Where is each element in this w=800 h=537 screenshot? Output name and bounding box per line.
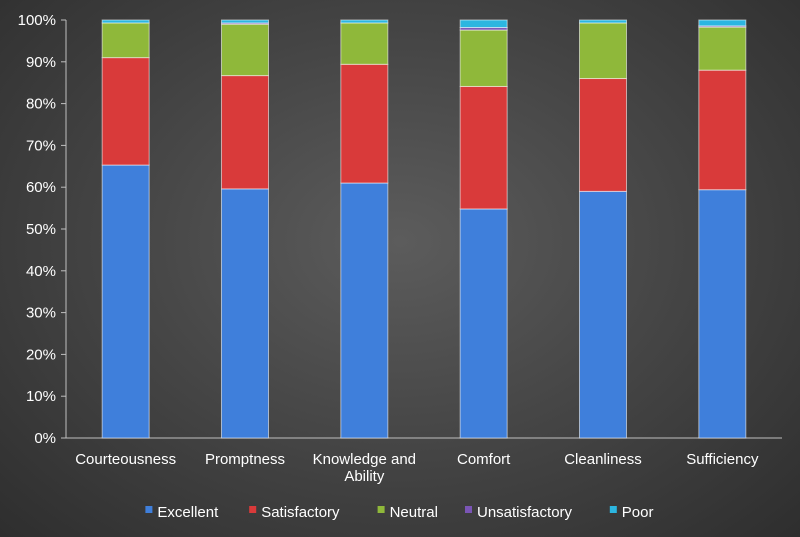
y-tick-label: 80% (26, 96, 56, 113)
x-category-label: Promptness (205, 451, 285, 468)
bar-segment-neutral (698, 26, 747, 71)
y-tick-label: 50% (26, 221, 56, 238)
bar-segment-satisfactory (579, 78, 627, 192)
legend-label-neutral: Neutral (390, 504, 438, 521)
bar-segment-satisfactory (459, 85, 508, 210)
y-tick-label: 90% (26, 54, 56, 71)
x-category-label: Cleanliness (564, 451, 642, 468)
legend-swatch-poor (609, 506, 617, 513)
legend-swatch-excellent (145, 506, 153, 513)
y-tick-label: 20% (26, 346, 56, 363)
x-category-label: Sufficiency (686, 451, 759, 468)
bar-segment-satisfactory (698, 69, 747, 191)
y-tick-label: 10% (26, 388, 56, 405)
bar-segment-poor (698, 19, 747, 27)
legend-swatch-unsatisfactory (465, 506, 472, 513)
bar-segment-neutral (101, 22, 150, 59)
bar-segment-neutral (459, 29, 508, 87)
bar-segment-excellent (101, 164, 150, 439)
y-tick-label: 70% (26, 137, 56, 154)
legend-label-satisfactory: Satisfactory (261, 504, 340, 521)
legend-label-unsatisfactory: Unsatisfactory (477, 504, 573, 521)
x-category-label: Courteousness (75, 451, 176, 468)
legend-swatch-satisfactory (249, 506, 257, 513)
y-tick-label: 60% (26, 179, 56, 196)
y-tick-label: 40% (26, 263, 56, 280)
legend-swatch-neutral (377, 506, 385, 513)
bar-segment-neutral (221, 23, 269, 77)
y-tick-label: 0% (34, 430, 56, 447)
bar-segment-excellent (221, 188, 269, 439)
x-category-label: Comfort (457, 451, 511, 468)
x-category-label: Ability (344, 468, 385, 485)
y-tick-label: 100% (18, 12, 56, 29)
bar-segment-excellent (579, 190, 627, 439)
bar-segment-poor (101, 19, 150, 24)
bar-segment-satisfactory (340, 63, 389, 184)
legend-label-poor: Poor (622, 504, 654, 521)
bar-segment-satisfactory (221, 75, 269, 190)
bar-segment-neutral (579, 22, 627, 80)
bar-segment-excellent (459, 208, 508, 439)
y-tick-label: 30% (26, 305, 56, 322)
bar-segment-poor (459, 19, 508, 29)
legend-label-excellent: Excellent (157, 504, 219, 521)
bar-segment-neutral (340, 22, 389, 65)
x-category-label: Knowledge and (313, 451, 416, 468)
bar-segment-poor (340, 19, 389, 24)
bar-segment-excellent (698, 189, 747, 439)
bar-segment-poor (579, 19, 627, 24)
bar-segment-excellent (340, 182, 389, 439)
bar-segment-poor (221, 19, 269, 24)
bar-segment-satisfactory (101, 57, 150, 166)
